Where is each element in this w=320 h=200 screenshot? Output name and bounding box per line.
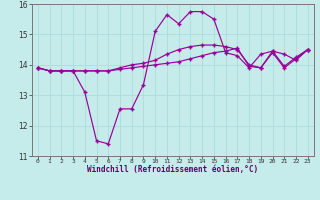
X-axis label: Windchill (Refroidissement éolien,°C): Windchill (Refroidissement éolien,°C) xyxy=(87,165,258,174)
